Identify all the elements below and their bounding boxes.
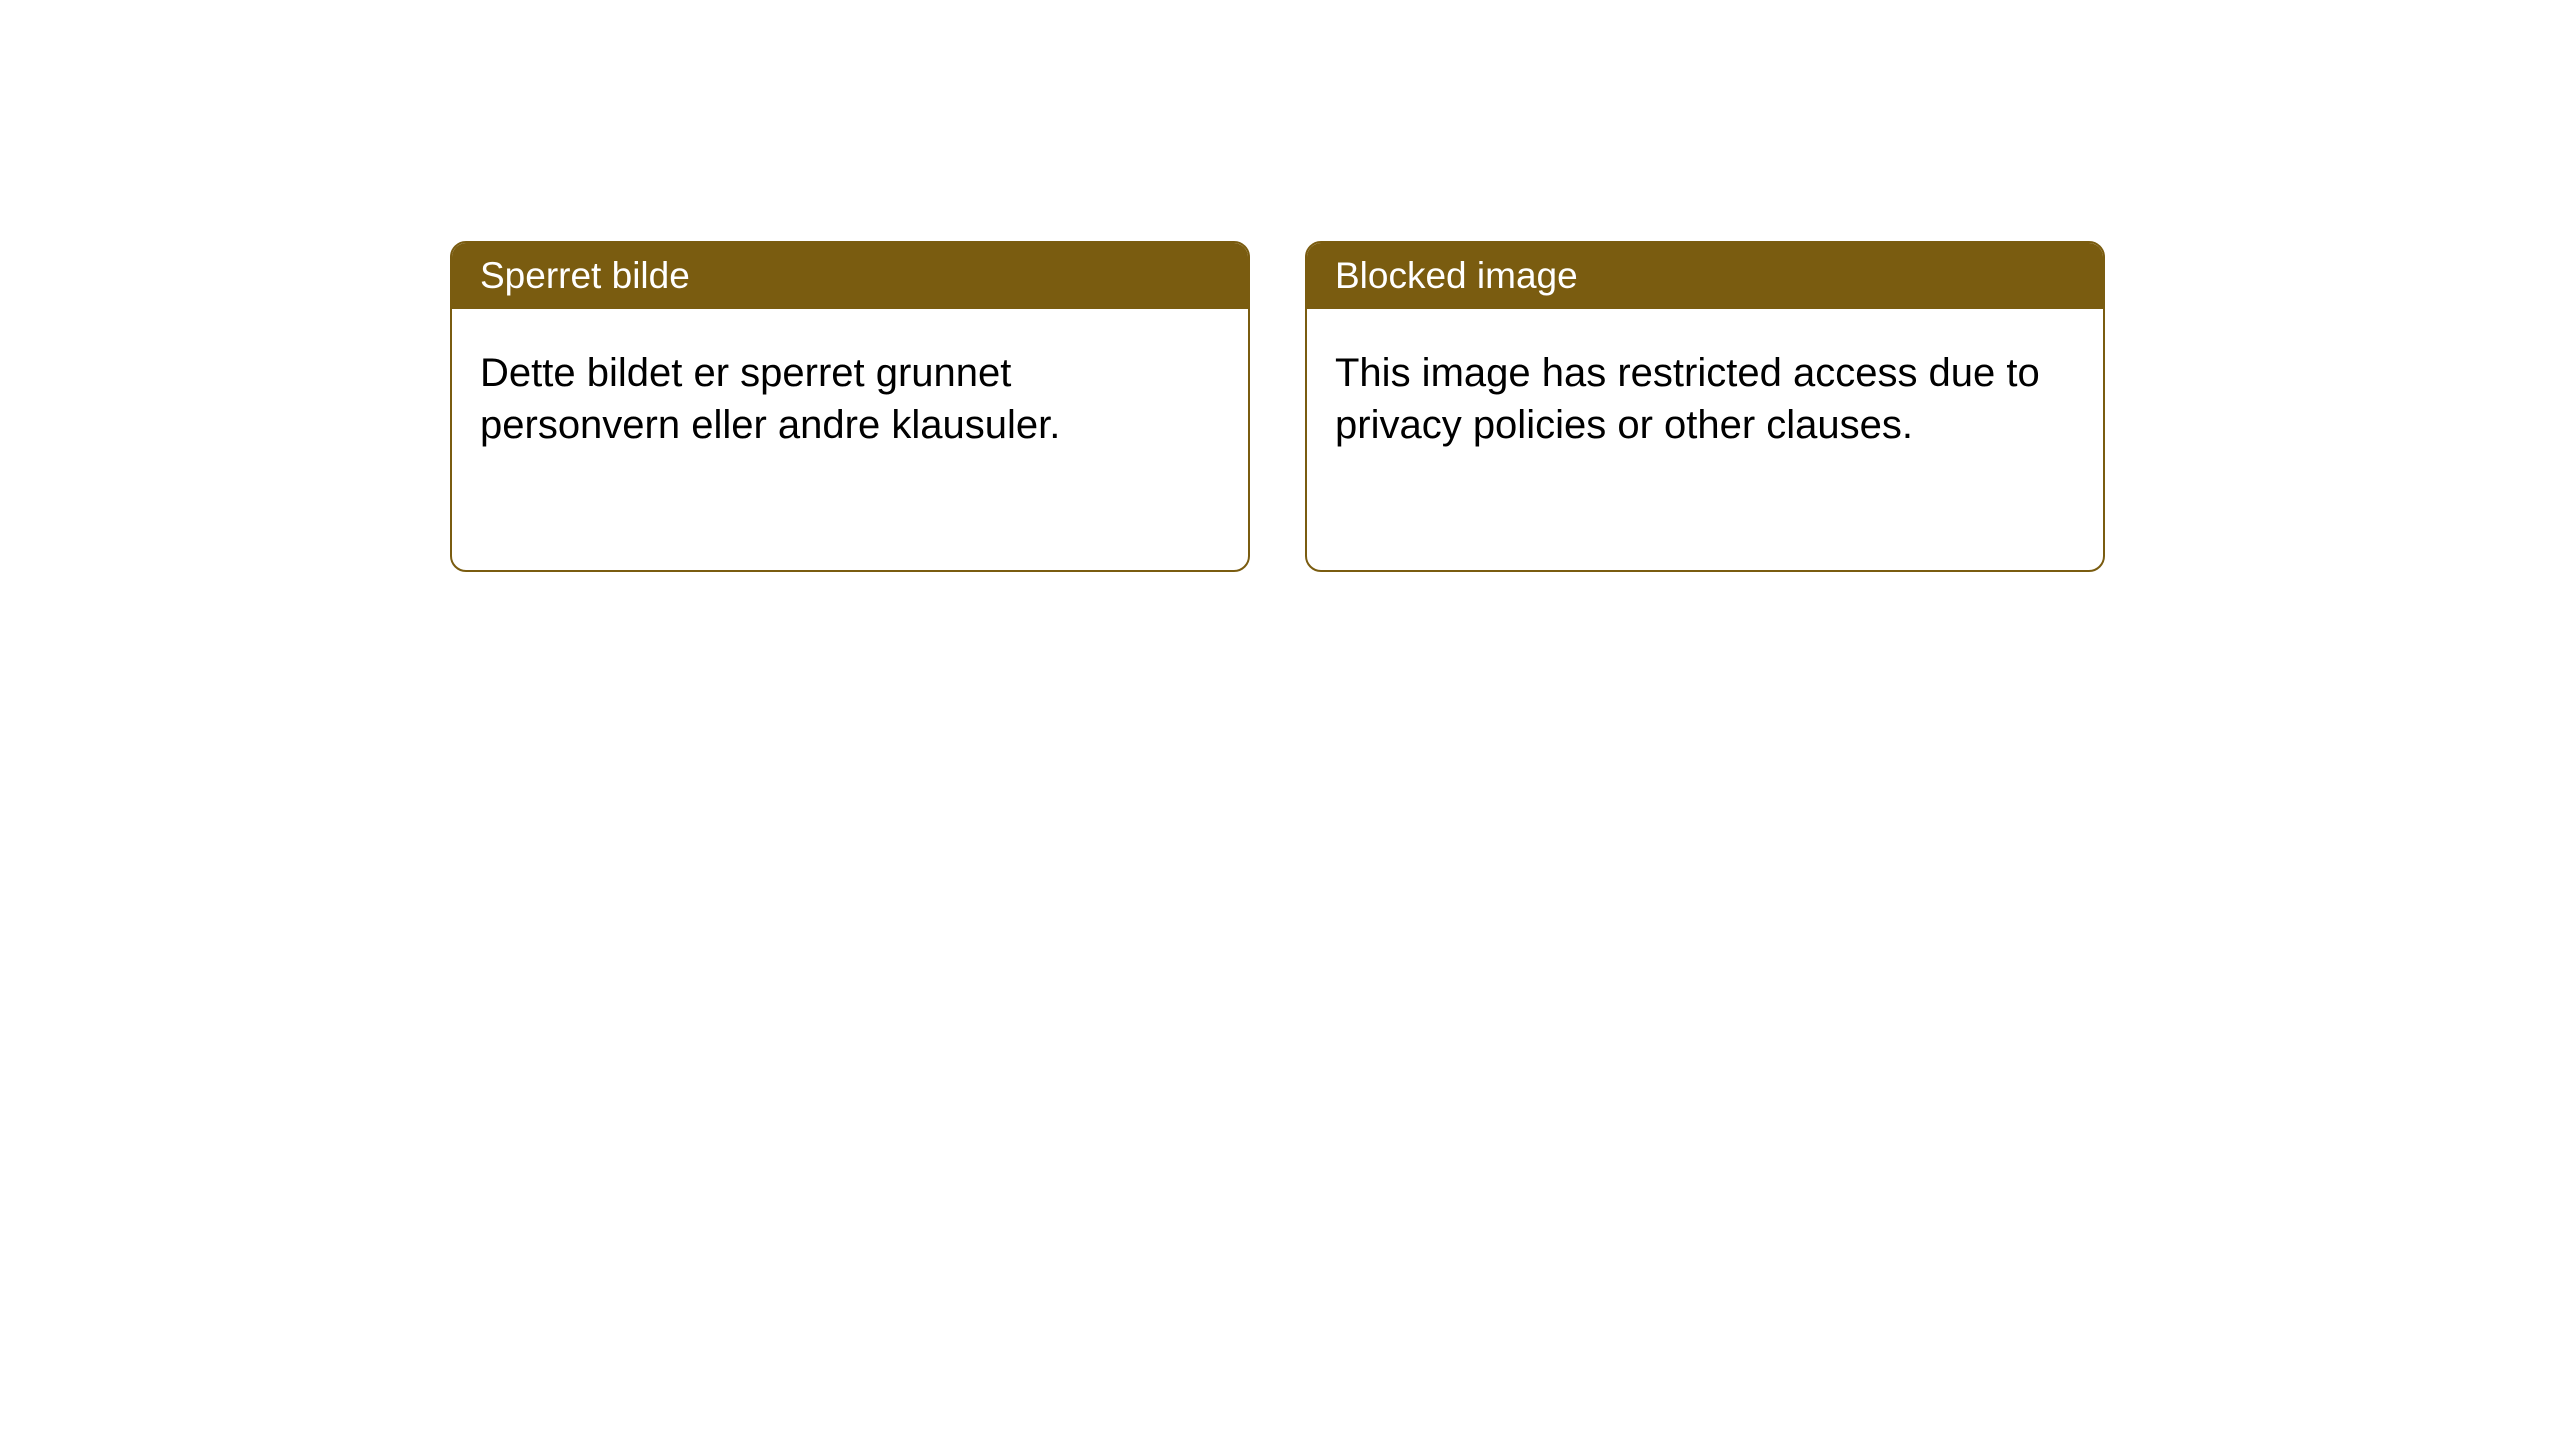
card-body-norwegian: Dette bildet er sperret grunnet personve… <box>452 309 1248 489</box>
card-norwegian: Sperret bilde Dette bildet er sperret gr… <box>450 241 1250 572</box>
card-header-text: Blocked image <box>1335 255 1578 296</box>
card-body-text: This image has restricted access due to … <box>1335 351 2040 447</box>
card-header-text: Sperret bilde <box>480 255 690 296</box>
card-english: Blocked image This image has restricted … <box>1305 241 2105 572</box>
card-header-norwegian: Sperret bilde <box>452 243 1248 309</box>
card-body-text: Dette bildet er sperret grunnet personve… <box>480 351 1060 447</box>
card-header-english: Blocked image <box>1307 243 2103 309</box>
card-body-english: This image has restricted access due to … <box>1307 309 2103 489</box>
cards-container: Sperret bilde Dette bildet er sperret gr… <box>450 241 2105 572</box>
